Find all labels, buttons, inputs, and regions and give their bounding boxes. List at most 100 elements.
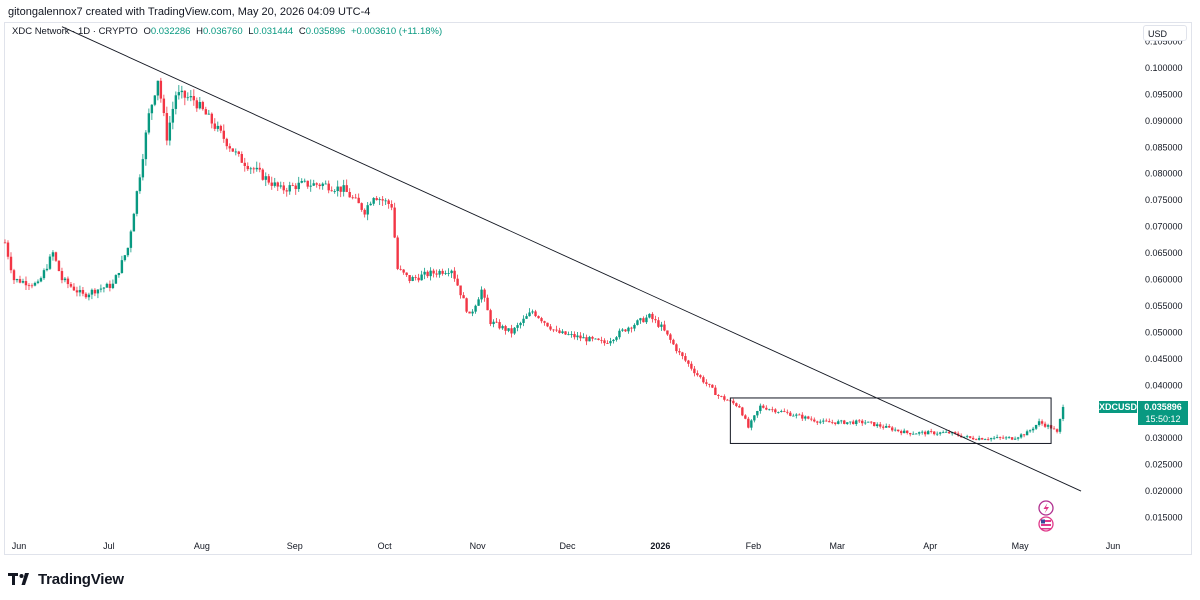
candle <box>941 430 945 434</box>
candle <box>732 398 735 405</box>
candle <box>956 431 960 437</box>
candle <box>938 431 942 436</box>
candle <box>900 429 903 436</box>
candle <box>366 201 369 221</box>
candle <box>234 148 237 156</box>
candle <box>882 424 885 430</box>
candle <box>333 189 336 194</box>
candle <box>54 251 58 262</box>
candle <box>441 268 444 276</box>
candle <box>51 250 55 261</box>
candle <box>453 267 456 282</box>
candle <box>288 181 291 195</box>
candle <box>558 327 561 334</box>
candle <box>696 370 699 377</box>
candle <box>786 409 789 415</box>
candle <box>591 335 594 342</box>
candle <box>513 326 516 335</box>
candle <box>771 406 774 413</box>
currency-selector[interactable]: USD <box>1143 25 1187 41</box>
us-flag-icon[interactable] <box>1038 516 1054 532</box>
candle <box>684 353 687 363</box>
candle <box>420 270 423 281</box>
time-tick-label: Dec <box>560 541 577 551</box>
candle <box>168 115 172 146</box>
candle <box>561 329 564 335</box>
brand-footer[interactable]: TradingView <box>8 569 124 589</box>
candle <box>603 338 606 346</box>
candle <box>738 404 741 408</box>
time-tick-label: Jun <box>1106 541 1121 551</box>
candle <box>1028 429 1032 433</box>
range-box[interactable] <box>729 397 1052 444</box>
candle <box>630 326 633 333</box>
candle <box>816 420 819 425</box>
candle <box>528 308 531 317</box>
candle <box>363 208 366 218</box>
candle <box>645 314 648 325</box>
candle <box>986 437 990 441</box>
candle <box>273 177 276 188</box>
candle <box>768 408 771 411</box>
candle <box>657 317 660 329</box>
candle <box>672 338 675 345</box>
candle <box>120 255 124 274</box>
candle <box>903 428 906 434</box>
candle <box>48 254 52 271</box>
candle <box>498 319 501 330</box>
candle <box>783 408 786 413</box>
candle <box>965 434 969 439</box>
candle <box>255 161 258 172</box>
candle <box>327 180 330 194</box>
candle <box>852 419 855 425</box>
candle <box>378 197 381 206</box>
candle <box>465 297 468 313</box>
candle <box>1061 404 1065 422</box>
price-tick-label: 0.090000 <box>1145 116 1183 126</box>
candle <box>348 188 351 198</box>
candle <box>144 130 148 166</box>
candle <box>798 413 801 416</box>
candle <box>549 323 552 331</box>
candle <box>624 329 627 333</box>
price-tag-countdown: 15:50:12 <box>1145 414 1180 424</box>
candle <box>516 322 519 332</box>
time-tick-label: Mar <box>830 541 846 551</box>
candle <box>87 292 91 301</box>
candle <box>609 337 612 346</box>
candle <box>911 431 915 435</box>
trendline[interactable] <box>61 26 1082 492</box>
candle <box>126 247 130 258</box>
candle <box>540 316 543 324</box>
candle <box>891 425 894 432</box>
candle <box>693 365 696 377</box>
candle <box>1010 436 1014 441</box>
candle <box>318 183 321 190</box>
candle <box>935 431 939 436</box>
candle <box>977 435 981 441</box>
candle <box>30 283 34 289</box>
time-tick-label: Feb <box>746 541 762 551</box>
candle <box>252 166 255 174</box>
candle <box>825 418 828 422</box>
candle <box>339 186 342 198</box>
candle <box>207 109 211 115</box>
candle <box>462 292 465 299</box>
candle <box>813 417 816 423</box>
candle <box>594 338 597 340</box>
candle <box>183 90 187 106</box>
candle <box>579 332 582 342</box>
candle <box>345 179 348 193</box>
candle <box>123 254 127 262</box>
price-tick-label: 0.055000 <box>1145 301 1183 311</box>
candle <box>372 197 375 206</box>
candle <box>983 438 987 441</box>
candle <box>894 427 897 432</box>
candle <box>405 272 408 278</box>
candle <box>36 279 40 285</box>
lightning-icon[interactable] <box>1038 500 1054 516</box>
candle <box>486 294 489 311</box>
candle <box>354 193 357 199</box>
candle <box>795 413 798 419</box>
